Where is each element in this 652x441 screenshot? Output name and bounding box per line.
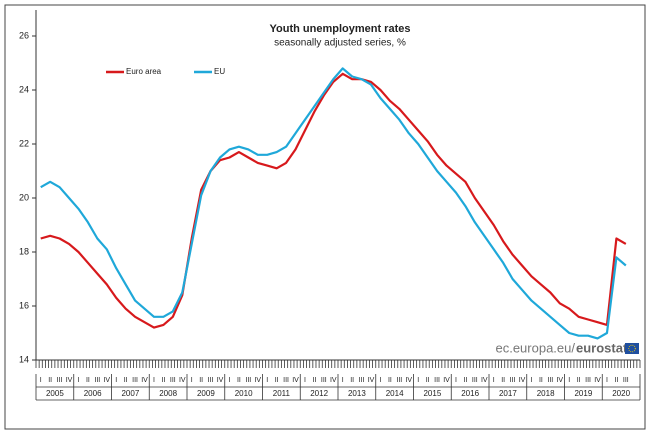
x-tick-label: I: [379, 377, 381, 384]
x-tick-label: II: [312, 377, 316, 384]
series-line: [40, 67, 627, 340]
year-label: 2011: [273, 389, 291, 398]
x-tick-label: IV: [556, 377, 563, 384]
x-tick-label: II: [577, 377, 581, 384]
year-label: 2014: [386, 389, 404, 398]
x-tick-label: I: [191, 377, 193, 384]
year-label: 2009: [197, 389, 215, 398]
y-tick-label: 24: [19, 84, 29, 94]
legend-label: EU: [214, 67, 225, 76]
x-tick-label: IV: [141, 377, 148, 384]
x-tick-label: III: [208, 377, 214, 384]
x-tick-label: II: [350, 377, 354, 384]
x-tick-label: I: [342, 377, 344, 384]
x-tick-label: IV: [179, 377, 186, 384]
x-tick-label: II: [161, 377, 165, 384]
y-tick-label: 14: [19, 354, 29, 364]
x-tick-label: IV: [330, 377, 337, 384]
year-label: 2008: [159, 389, 177, 398]
x-tick-label: I: [266, 377, 268, 384]
x-tick-label: I: [40, 377, 42, 384]
year-label: 2012: [310, 389, 328, 398]
x-tick-label: II: [86, 377, 90, 384]
year-label: 2006: [84, 389, 102, 398]
x-tick-label: II: [614, 377, 618, 384]
x-tick-label: IV: [443, 377, 450, 384]
eu-flag-stars: [628, 344, 636, 353]
year-label: 2007: [121, 389, 139, 398]
year-label: 2013: [348, 389, 366, 398]
x-tick-label: IV: [66, 377, 73, 384]
legend-label: Euro area: [126, 67, 162, 76]
x-tick-label: II: [463, 377, 467, 384]
chart-title: Youth unemployment rates: [270, 23, 411, 35]
y-tick-label: 16: [19, 300, 29, 310]
chart-subtitle: seasonally adjusted series, %: [274, 38, 406, 49]
x-tick-label: I: [115, 377, 117, 384]
x-tick-label: I: [606, 377, 608, 384]
x-tick-label: III: [585, 377, 591, 384]
x-tick-label: I: [530, 377, 532, 384]
x-tick-label: III: [170, 377, 176, 384]
frame: [4, 4, 646, 430]
y-tick-label: 20: [19, 192, 29, 202]
x-tick-label: II: [426, 377, 430, 384]
year-label: 2010: [235, 389, 253, 398]
x-tick-label: IV: [594, 377, 601, 384]
source-brand: eurostat: [576, 340, 628, 355]
x-tick-label: IV: [254, 377, 261, 384]
x-tick-label: IV: [103, 377, 110, 384]
y-tick-label: 22: [19, 138, 29, 148]
x-tick-label: III: [359, 377, 365, 384]
series-line: [40, 72, 627, 329]
x-tick-label: II: [199, 377, 203, 384]
x-tick-label: II: [539, 377, 543, 384]
x-tick-label: III: [472, 377, 478, 384]
x-tick-label: II: [275, 377, 279, 384]
eu-flag: [625, 343, 639, 354]
x-tick-label: III: [57, 377, 63, 384]
x-tick-label: III: [94, 377, 100, 384]
x-tick-label: I: [153, 377, 155, 384]
x-tick-label: III: [283, 377, 289, 384]
x-tick-label: II: [48, 377, 52, 384]
x-tick-label: III: [321, 377, 327, 384]
x-tick-label: II: [124, 377, 128, 384]
x-tick-label: III: [396, 377, 402, 384]
x-tick-label: I: [304, 377, 306, 384]
year-label: 2005: [46, 389, 64, 398]
x-tick-label: I: [568, 377, 570, 384]
x-tick-label: II: [388, 377, 392, 384]
x-tick-label: III: [547, 377, 553, 384]
x-tick-label: IV: [368, 377, 375, 384]
x-tick-label: IV: [519, 377, 526, 384]
year-label: 2017: [499, 389, 517, 398]
year-label: 2016: [461, 389, 479, 398]
y-tick-label: 18: [19, 246, 29, 256]
x-tick-label: IV: [481, 377, 488, 384]
x-tick-label: I: [455, 377, 457, 384]
source-site: ec.europa.eu/: [495, 340, 575, 355]
x-tick-label: IV: [292, 377, 299, 384]
year-label: 2015: [423, 389, 441, 398]
x-tick-label: II: [237, 377, 241, 384]
x-tick-label: I: [417, 377, 419, 384]
x-tick-label: II: [501, 377, 505, 384]
year-label: 2020: [612, 389, 630, 398]
x-tick-label: III: [623, 377, 629, 384]
x-tick-label: I: [228, 377, 230, 384]
x-tick-label: I: [77, 377, 79, 384]
x-tick-label: III: [510, 377, 516, 384]
year-label: 2019: [574, 389, 592, 398]
x-tick-label: I: [493, 377, 495, 384]
x-tick-label: III: [245, 377, 251, 384]
year-label: 2018: [537, 389, 555, 398]
x-tick-label: III: [434, 377, 440, 384]
x-tick-label: III: [132, 377, 138, 384]
y-tick-label: 26: [19, 30, 29, 40]
x-tick-label: IV: [405, 377, 412, 384]
x-tick-label: IV: [217, 377, 224, 384]
